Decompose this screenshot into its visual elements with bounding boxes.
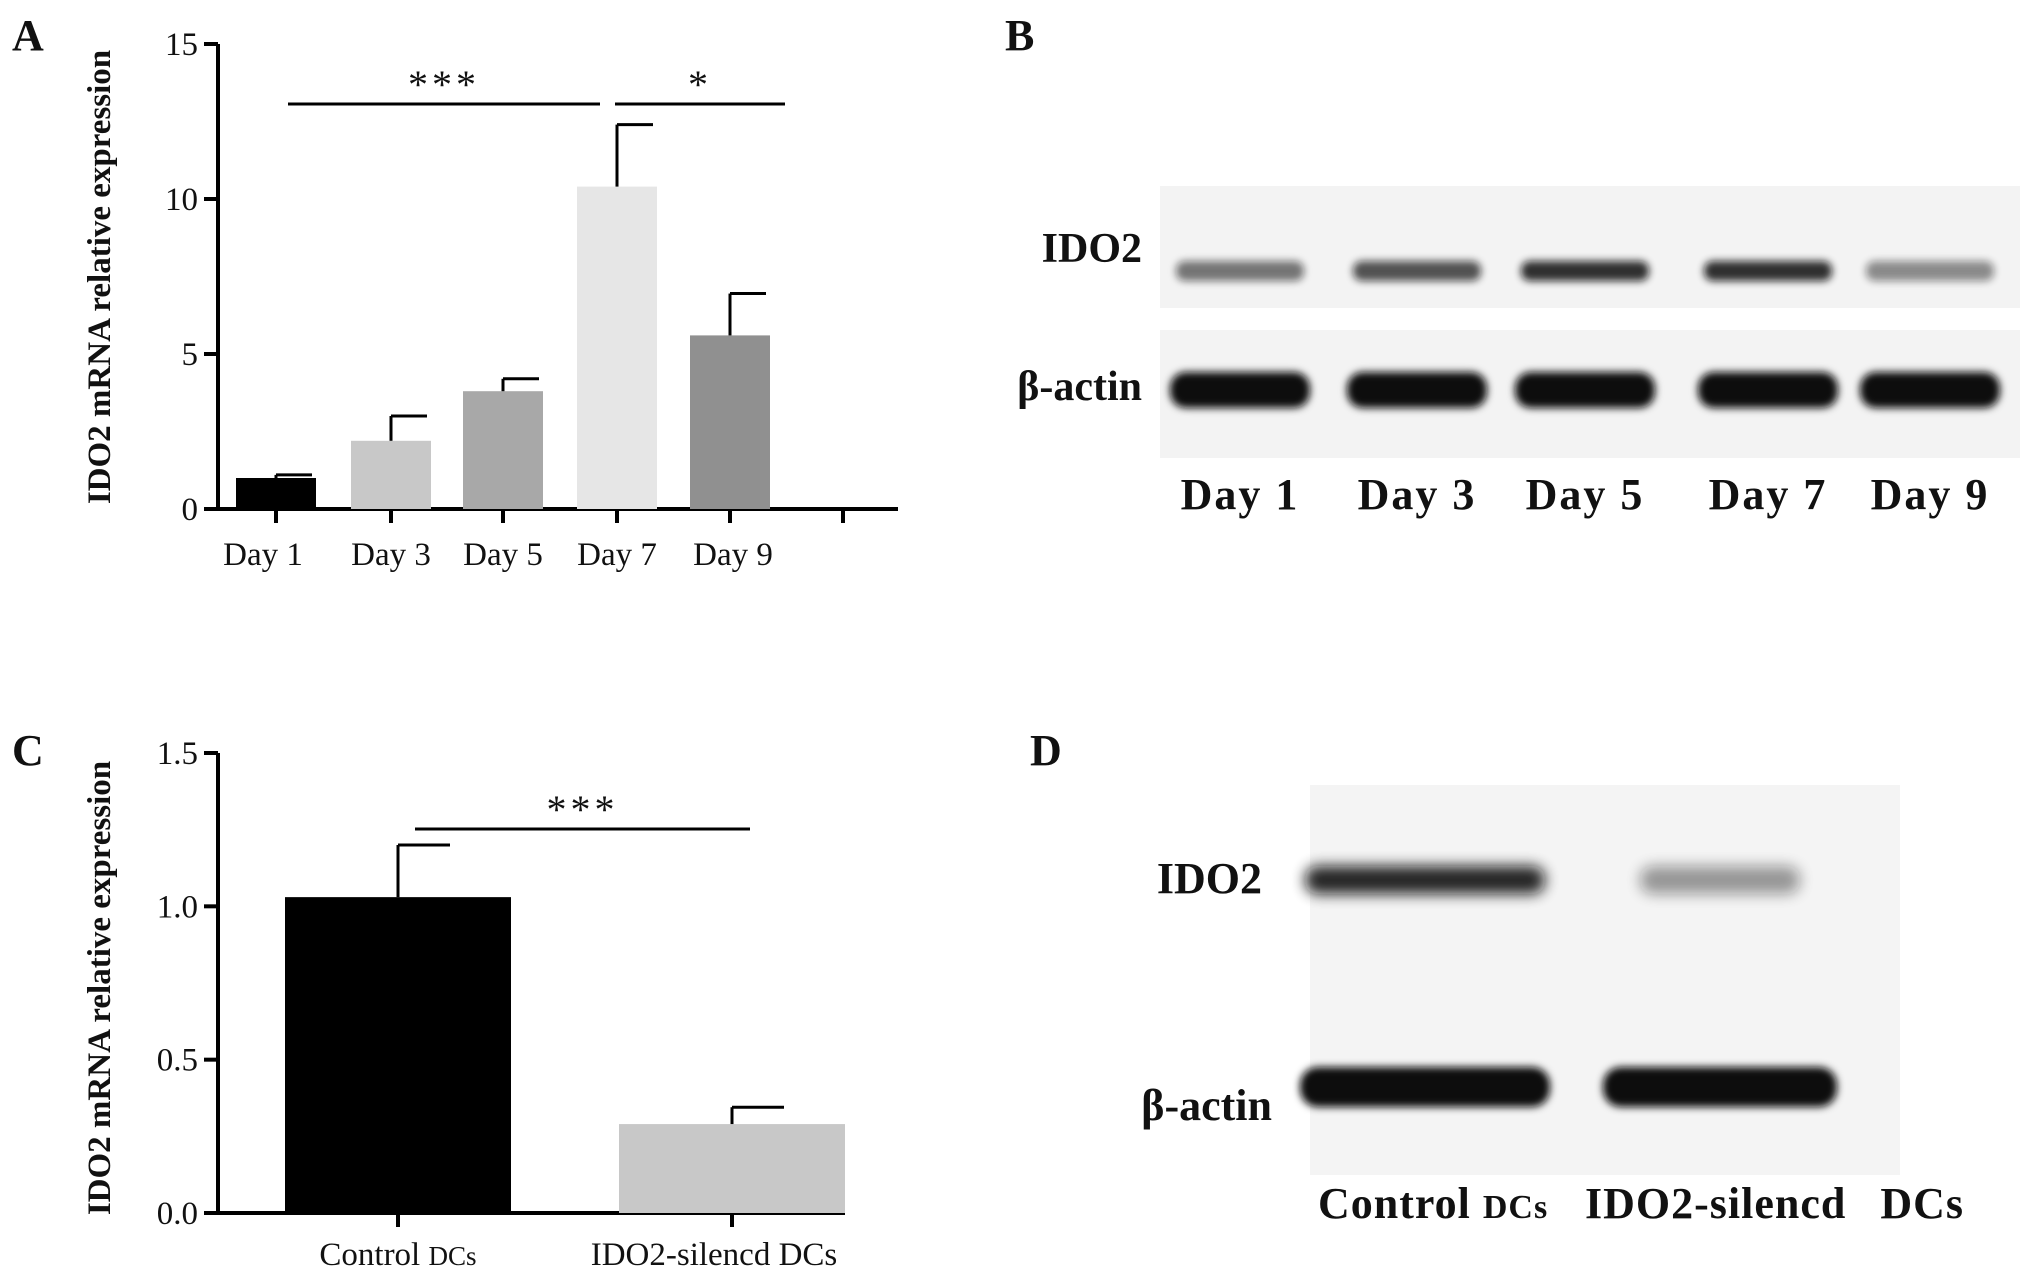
chart-c-ylabel: IDO2 mRNA relative expression [82,761,118,1215]
blot-b-ido2-band-3 [1704,261,1832,281]
blot-b-actin-band-0 [1170,372,1310,408]
chart-a-ytick-label-0: 0 [182,492,199,528]
chart-a-bar-2 [463,391,543,509]
blot-d-row-label-actin: β-actin [1141,1081,1272,1130]
chart-a-ylabel: IDO2 mRNA relative expression [82,50,118,504]
chart-c-ytick-label-3: 1.5 [157,736,198,772]
blot-d-background [1310,785,1900,1175]
blot-b-ido2-strip [1160,186,2020,308]
chart-a-ytick-label-1: 5 [182,337,199,373]
chart-c-xlabel-1: IDO2-silencd DCs [591,1237,838,1273]
chart-a-sig-label-1: * [688,62,712,107]
chart-c-bar-0 [285,897,511,1213]
blot-b-actin-band-3 [1698,372,1838,408]
blot-b-row-label-actin: β-actin [1017,364,1142,410]
chart-c-ytick-label-0: 0.0 [157,1196,198,1232]
panel-label-c: C [12,726,44,775]
panel-label-b: B [1005,11,1034,60]
blot-b-ido2-band-2 [1521,261,1649,281]
blot-d-lane-label-1: IDO2-silencd DCs [1585,1179,1964,1228]
chart-a-xlabel-0: Day 1 [223,537,303,573]
blot-b-ido2-band-4 [1866,261,1994,281]
chart-c-xlabel-0: Control DCs [319,1237,476,1273]
blot-d-actin-band-1 [1603,1067,1837,1107]
panel-label-a: A [12,11,44,60]
chart-a-ytick-label-2: 10 [165,182,198,218]
blot-b-actin-band-1 [1347,372,1487,408]
blot-b-lane-label-3: Day 7 [1709,470,1828,519]
blot-b-lane-label-4: Day 9 [1871,470,1990,519]
chart-c-ytick-label-1: 0.5 [157,1043,198,1079]
blot-d-ido2-band-0 [1305,866,1545,894]
chart-a-xlabel-1: Day 3 [351,537,431,573]
blot-b-ido2-band-0 [1176,261,1304,281]
blot-d-ido2-band-1 [1640,866,1800,894]
blot-b-lane-label-0: Day 1 [1181,470,1300,519]
blot-b-actin-band-2 [1515,372,1655,408]
chart-a: IDO2 mRNA relative expression 0 5 10 15 Day … [82,27,898,573]
blot-b-lane-label-2: Day 5 [1526,470,1645,519]
blot-b-row-label-ido2: IDO2 [1042,226,1142,272]
chart-a-bar-1 [351,440,431,509]
chart-a-xlabel-2: Day 5 [463,537,543,573]
chart-c: IDO2 mRNA relative expression 0.0 0.5 1.0 1… [82,736,845,1273]
blot-b-actin-band-4 [1860,372,2000,408]
blot-d-actin-band-0 [1300,1067,1550,1107]
blot-b-lane-label-1: Day 3 [1358,470,1477,519]
chart-c-bar-1 [619,1124,845,1213]
western-blot-d: IDO2 β-actin Control DCs IDO2-silencd DCs [1141,785,1964,1228]
blot-d-row-label-ido2: IDO2 [1157,854,1262,903]
chart-a-bar-0 [236,478,316,509]
chart-c-ytick-label-2: 1.0 [157,889,198,925]
chart-a-bar-3 [577,186,657,509]
chart-a-xlabel-4: Day 9 [693,537,773,573]
chart-a-bar-4 [690,335,770,509]
blot-b-ido2-band-1 [1353,261,1481,281]
chart-a-ytick-label-3: 15 [165,27,198,63]
panel-label-d: D [1030,726,1062,775]
blot-d-lane-label-0: Control DCs [1318,1179,1548,1228]
chart-c-sig-label-0: *** [547,787,619,832]
chart-a-xlabel-3: Day 7 [577,537,657,573]
western-blot-b: IDO2 β-actin Day 1 Day 3 Day 5 Day 7 Day 9 [1017,186,2020,519]
chart-a-sig-label-0: *** [408,62,480,107]
